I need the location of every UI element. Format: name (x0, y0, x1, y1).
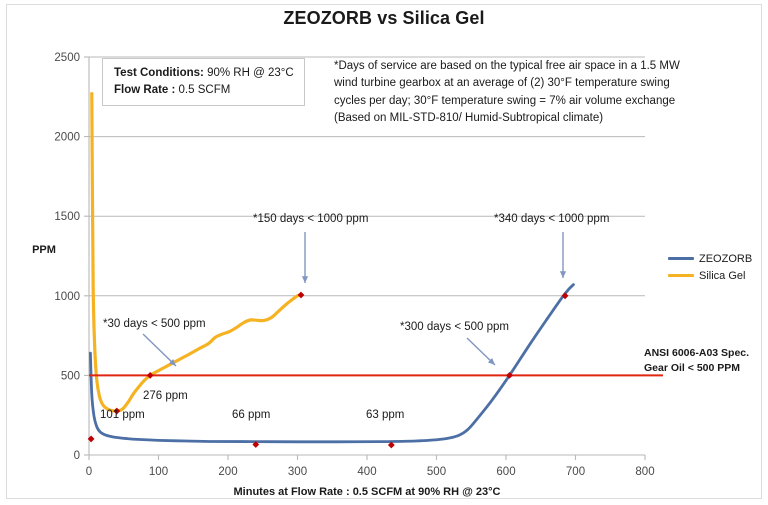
footnote-line-1: *Days of service are based on the typica… (334, 60, 680, 72)
legend-label-zeozorb: ZEOZORB (699, 252, 753, 265)
annotation-arrow-line (142, 333, 177, 367)
flow-rate-label: Flow Rate : (114, 83, 176, 96)
data-point-label: 66 ppm (232, 409, 270, 421)
x-axis-tick-label: 300 (288, 466, 307, 478)
test-conditions-line: Test Conditions: 90% RH @ 23°C (114, 65, 294, 82)
data-point-marker (561, 292, 569, 300)
x-axis-tick-label: 200 (218, 466, 237, 478)
data-point-marker (387, 441, 395, 449)
spec-limit-label: ANSI 6006-A03 Spec. Gear Oil < 500 PPM (644, 346, 768, 376)
data-point-marker (252, 441, 260, 448)
legend-swatch-zeozorb (668, 257, 694, 260)
data-point-marker (113, 407, 121, 415)
test-conditions-box: Test Conditions: 90% RH @ 23°C Flow Rate… (102, 58, 305, 107)
x-axis-tick-label: 600 (496, 466, 515, 478)
x-axis-title: Minutes at Flow Rate : 0.5 SCFM at 90% R… (234, 486, 501, 498)
data-point-label: 101 ppm (100, 409, 145, 421)
footnote-block: *Days of service are based on the typica… (334, 58, 754, 128)
data-point-label: 63 ppm (366, 409, 404, 421)
series-line-zeozorb (88, 283, 575, 444)
y-axis-tick-label: 1500 (54, 211, 80, 223)
footnote-line-2: wind turbine gearbox at an average of (2… (334, 77, 670, 90)
annotation-label: *150 days < 1000 ppm (253, 213, 368, 225)
y-axis-tick-label: 2000 (54, 132, 80, 144)
data-point-marker (297, 291, 305, 299)
x-axis-tick-label: 500 (427, 466, 446, 478)
flow-rate-value: 0.5 SCFM (175, 83, 231, 96)
y-axis-title: PPM (32, 244, 56, 256)
annotation-arrow-head (169, 359, 176, 366)
spec-limit-line-2: Gear Oil < 500 PPM (644, 361, 741, 374)
annotation-arrow-head (559, 271, 567, 278)
spec-limit-line-1: ANSI 6006-A03 Spec. (644, 347, 750, 359)
x-axis-tick-label: 400 (357, 466, 376, 478)
legend-label-silica-gel: Silica Gel (699, 269, 746, 282)
y-axis-tick-label: 0 (74, 450, 80, 462)
x-axis-tick-label: 700 (566, 466, 585, 478)
data-point-marker (87, 435, 95, 443)
data-point-marker (146, 372, 154, 379)
annotation-arrow-head (487, 358, 495, 365)
annotation-arrow-head (301, 276, 309, 283)
page-title: ZEOZORB vs Silica Gel (283, 8, 485, 28)
x-axis-tick-label: 100 (149, 466, 168, 478)
test-conditions-label: Test Conditions: (114, 67, 204, 79)
data-point-label: 276 ppm (143, 390, 188, 402)
y-axis-tick-label: 1000 (54, 291, 80, 303)
annotation-label: *30 days < 500 ppm (103, 318, 206, 330)
annotation-label: *300 days < 500 ppm (400, 321, 509, 333)
legend-item-zeozorb: ZEOZORB (668, 250, 764, 267)
y-axis-tick-label: 500 (61, 370, 80, 382)
data-point-marker (506, 372, 513, 379)
chart-legend: ZEOZORB Silica Gel (668, 250, 764, 284)
x-axis-tick-label: 0 (86, 466, 92, 478)
footnote-line-4: (Based on MIL-STD-810/ Humid-Subtropical… (334, 112, 604, 125)
image-border (6, 4, 762, 499)
annotation-label: *340 days < 1000 ppm (494, 213, 609, 225)
series-line-silica-gel (90, 92, 303, 413)
y-axis-tick-label: 2500 (54, 52, 80, 64)
flow-rate-line: Flow Rate : 0.5 SCFM (114, 82, 294, 99)
legend-item-silica-gel: Silica Gel (668, 267, 764, 284)
legend-swatch-silica-gel (668, 274, 694, 277)
test-conditions-value: 90% RH @ 23°C (203, 67, 294, 79)
footnote-line-3: cycles per day; 30°F temperature swing =… (334, 94, 676, 107)
x-axis-tick-label: 800 (635, 466, 654, 478)
